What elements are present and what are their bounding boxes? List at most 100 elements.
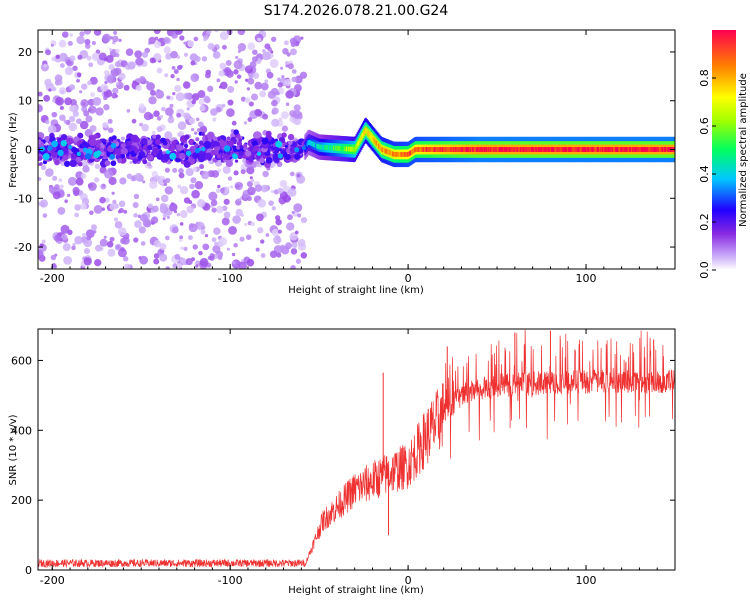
- carrier-track-cell: [412, 148, 414, 154]
- noise-speckle: [82, 165, 90, 173]
- noise-band-blob: [93, 151, 101, 159]
- noise-speckle: [197, 90, 206, 98]
- noise-speckle: [291, 210, 295, 214]
- noise-band-blob: [142, 159, 148, 165]
- carrier-track-cell: [332, 145, 334, 151]
- carrier-track-cell: [497, 147, 500, 152]
- noise-band-blob: [294, 153, 301, 160]
- noise-speckle: [159, 253, 168, 262]
- carrier-track-cell: [462, 147, 464, 152]
- noise-speckle: [118, 210, 122, 214]
- carrier-track-cell: [476, 147, 478, 152]
- noise-speckle: [245, 234, 252, 240]
- noise-speckle: [285, 61, 289, 65]
- carrier-track-cell: [494, 147, 496, 152]
- noise-speckle: [166, 95, 171, 100]
- noise-band-blob: [76, 151, 82, 157]
- noise-band-blob: [243, 146, 248, 151]
- carrier-track-cell: [481, 147, 484, 152]
- noise-speckle: [280, 66, 284, 70]
- noise-speckle: [231, 252, 236, 257]
- carrier-track-cell: [651, 147, 653, 152]
- noise-speckle: [164, 186, 173, 195]
- noise-speckle: [171, 66, 176, 70]
- carrier-track-cell: [403, 151, 406, 157]
- snr-x-label: Height of straight line (km): [288, 585, 424, 596]
- carrier-track-cell: [573, 147, 575, 152]
- noise-speckle: [132, 80, 136, 84]
- noise-speckle: [93, 177, 100, 183]
- noise-speckle: [277, 77, 281, 82]
- carrier-track-cell: [463, 147, 465, 152]
- noise-speckle: [106, 241, 114, 248]
- noise-speckle: [286, 52, 291, 57]
- noise-speckle: [81, 83, 88, 90]
- noise-speckle: [193, 36, 199, 42]
- noise-speckle: [60, 224, 70, 234]
- carrier-track-cell: [456, 147, 459, 152]
- noise-speckle: [86, 235, 92, 241]
- noise-speckle: [257, 199, 267, 208]
- noise-speckle: [244, 256, 249, 261]
- noise-speckle: [204, 173, 209, 179]
- noise-speckle: [138, 226, 146, 234]
- carrier-track-cell: [613, 147, 616, 152]
- noise-band-blob: [128, 140, 133, 145]
- snr-y-label: SNR (10 * v/v): [8, 414, 19, 485]
- noise-speckle: [50, 254, 57, 261]
- noise-speckle: [254, 109, 263, 117]
- carrier-track-cell: [421, 147, 424, 152]
- noise-speckle: [238, 261, 248, 269]
- noise-speckle: [139, 213, 148, 222]
- noise-speckle: [246, 166, 255, 175]
- carrier-track-cell: [517, 147, 520, 152]
- carrier-track-cell: [581, 147, 584, 152]
- colorbar-ticks: 0.0 0.2 0.4 0.6 0.8: [698, 69, 716, 279]
- carrier-track-cell: [666, 147, 668, 152]
- noise-speckle: [99, 196, 106, 204]
- noise-band-blob: [42, 153, 50, 161]
- noise-speckle: [177, 132, 182, 137]
- carrier-track-cell: [447, 147, 449, 152]
- noise-speckle: [190, 73, 200, 82]
- noise-speckle: [237, 50, 241, 54]
- carrier-track-cell: [404, 151, 407, 157]
- carrier-track-cell: [495, 147, 497, 152]
- noise-speckle: [183, 41, 187, 45]
- carrier-track-cell: [374, 139, 377, 145]
- spectrogram-x-label: Height of straight line (km): [288, 285, 424, 296]
- noise-band-blob: [201, 132, 205, 136]
- noise-speckle: [169, 103, 174, 108]
- noise-speckle: [250, 221, 255, 226]
- noise-speckle: [69, 33, 73, 37]
- noise-speckle: [64, 199, 68, 204]
- carrier-track-cell: [411, 149, 413, 155]
- spectrogram-y-tick-label: -10: [14, 192, 32, 205]
- carrier-track-cell: [650, 147, 652, 152]
- noise-speckle: [247, 77, 255, 85]
- carrier-track-cell: [431, 147, 433, 152]
- noise-band-blob: [183, 143, 189, 149]
- carrier-track-cell: [585, 147, 587, 152]
- noise-speckle: [164, 73, 169, 78]
- noise-speckle: [257, 37, 262, 42]
- noise-band-blob: [110, 142, 117, 149]
- noise-speckle: [129, 160, 133, 164]
- noise-speckle: [219, 31, 229, 41]
- noise-band-blob: [259, 157, 265, 164]
- noise-speckle: [102, 33, 111, 43]
- carrier-track-cell: [505, 147, 507, 152]
- noise-speckle: [159, 114, 164, 119]
- noise-speckle: [59, 63, 65, 68]
- carrier-track-cell: [334, 145, 336, 151]
- noise-speckle: [210, 199, 218, 207]
- noise-speckle: [216, 205, 224, 214]
- noise-band-blob: [156, 152, 164, 160]
- carrier-track-cell: [381, 147, 383, 153]
- noise-speckle: [252, 49, 258, 56]
- carrier-track-cell: [606, 147, 609, 152]
- carrier-track-cell: [384, 148, 386, 154]
- snr-frame: [37, 328, 676, 571]
- noise-speckle: [198, 250, 203, 256]
- carrier-track-cell: [461, 147, 463, 152]
